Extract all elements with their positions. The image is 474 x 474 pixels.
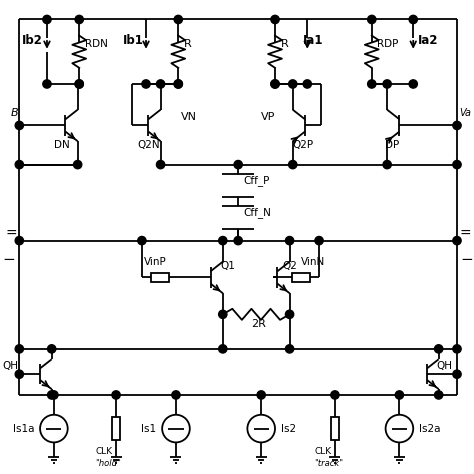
Circle shape [75, 80, 83, 88]
Text: Ia1: Ia1 [303, 34, 323, 47]
Circle shape [219, 237, 227, 245]
Circle shape [138, 237, 146, 245]
Circle shape [174, 15, 182, 24]
Circle shape [453, 345, 461, 353]
Circle shape [383, 160, 392, 169]
Circle shape [435, 391, 443, 399]
Bar [112, 417, 120, 440]
Circle shape [331, 391, 339, 399]
Circle shape [50, 391, 58, 399]
Text: Ib2: Ib2 [22, 34, 43, 47]
Text: "track": "track" [314, 459, 343, 468]
Circle shape [15, 370, 24, 378]
Circle shape [174, 80, 182, 88]
Circle shape [75, 15, 83, 24]
Circle shape [271, 80, 279, 88]
Text: Q2N: Q2N [137, 140, 160, 150]
Circle shape [234, 237, 242, 245]
Circle shape [453, 160, 461, 169]
Text: B: B [11, 108, 18, 118]
Circle shape [289, 160, 297, 169]
Circle shape [75, 80, 83, 88]
Text: DP: DP [385, 140, 400, 150]
Text: "hold": "hold" [95, 459, 121, 468]
Text: =: = [5, 227, 17, 241]
Circle shape [47, 391, 56, 399]
Circle shape [271, 80, 279, 88]
Text: Ia2: Ia2 [418, 34, 438, 47]
Circle shape [172, 391, 180, 399]
Text: Q2: Q2 [283, 261, 298, 271]
Text: VinN: VinN [301, 256, 325, 266]
Circle shape [453, 121, 461, 129]
Text: Is2a: Is2a [419, 424, 440, 434]
Circle shape [315, 237, 323, 245]
Circle shape [15, 121, 24, 129]
Circle shape [15, 345, 24, 353]
Circle shape [43, 80, 51, 88]
Text: QH: QH [2, 361, 18, 371]
Circle shape [289, 80, 297, 88]
Text: =: = [459, 227, 471, 241]
Bar [331, 417, 339, 440]
Circle shape [303, 80, 311, 88]
Text: DN: DN [54, 140, 70, 150]
Circle shape [435, 345, 443, 353]
Text: RDN: RDN [85, 39, 108, 49]
Circle shape [368, 80, 376, 88]
Text: RDP: RDP [377, 39, 399, 49]
Text: Cff_N: Cff_N [244, 207, 272, 218]
Circle shape [234, 160, 242, 169]
Text: −: − [461, 252, 474, 266]
Circle shape [409, 15, 418, 24]
Circle shape [43, 15, 51, 24]
Text: Is1: Is1 [142, 424, 156, 434]
Circle shape [156, 80, 165, 88]
Circle shape [47, 345, 56, 353]
Circle shape [73, 160, 82, 169]
Text: CLK: CLK [95, 447, 112, 456]
Circle shape [156, 160, 165, 169]
Circle shape [285, 345, 294, 353]
Circle shape [112, 391, 120, 399]
Text: Va: Va [459, 108, 471, 118]
Circle shape [219, 345, 227, 353]
Circle shape [409, 80, 418, 88]
Text: CLK: CLK [314, 447, 331, 456]
Text: Q1: Q1 [220, 261, 235, 271]
Circle shape [383, 80, 392, 88]
Circle shape [395, 391, 403, 399]
Text: QH: QH [436, 361, 452, 371]
Text: Cff_P: Cff_P [244, 175, 270, 186]
Text: VP: VP [261, 112, 275, 122]
Text: VN: VN [181, 112, 197, 122]
Circle shape [285, 237, 294, 245]
Bar [292, 273, 310, 282]
Circle shape [285, 310, 294, 319]
Circle shape [15, 160, 24, 169]
Bar [151, 273, 169, 282]
Text: Q2P: Q2P [292, 140, 313, 150]
Text: −: − [3, 252, 16, 266]
Text: VinP: VinP [144, 256, 166, 266]
Circle shape [257, 391, 265, 399]
Circle shape [15, 237, 24, 245]
Text: R: R [184, 39, 191, 49]
Circle shape [453, 237, 461, 245]
Circle shape [453, 370, 461, 378]
Circle shape [271, 15, 279, 24]
Circle shape [174, 80, 182, 88]
Text: Is2: Is2 [281, 424, 296, 434]
Text: Ib1: Ib1 [123, 34, 144, 47]
Circle shape [368, 15, 376, 24]
Circle shape [142, 80, 150, 88]
Text: Is1a: Is1a [13, 424, 35, 434]
Text: R: R [281, 39, 288, 49]
Text: 2R: 2R [252, 319, 266, 329]
Circle shape [219, 310, 227, 319]
